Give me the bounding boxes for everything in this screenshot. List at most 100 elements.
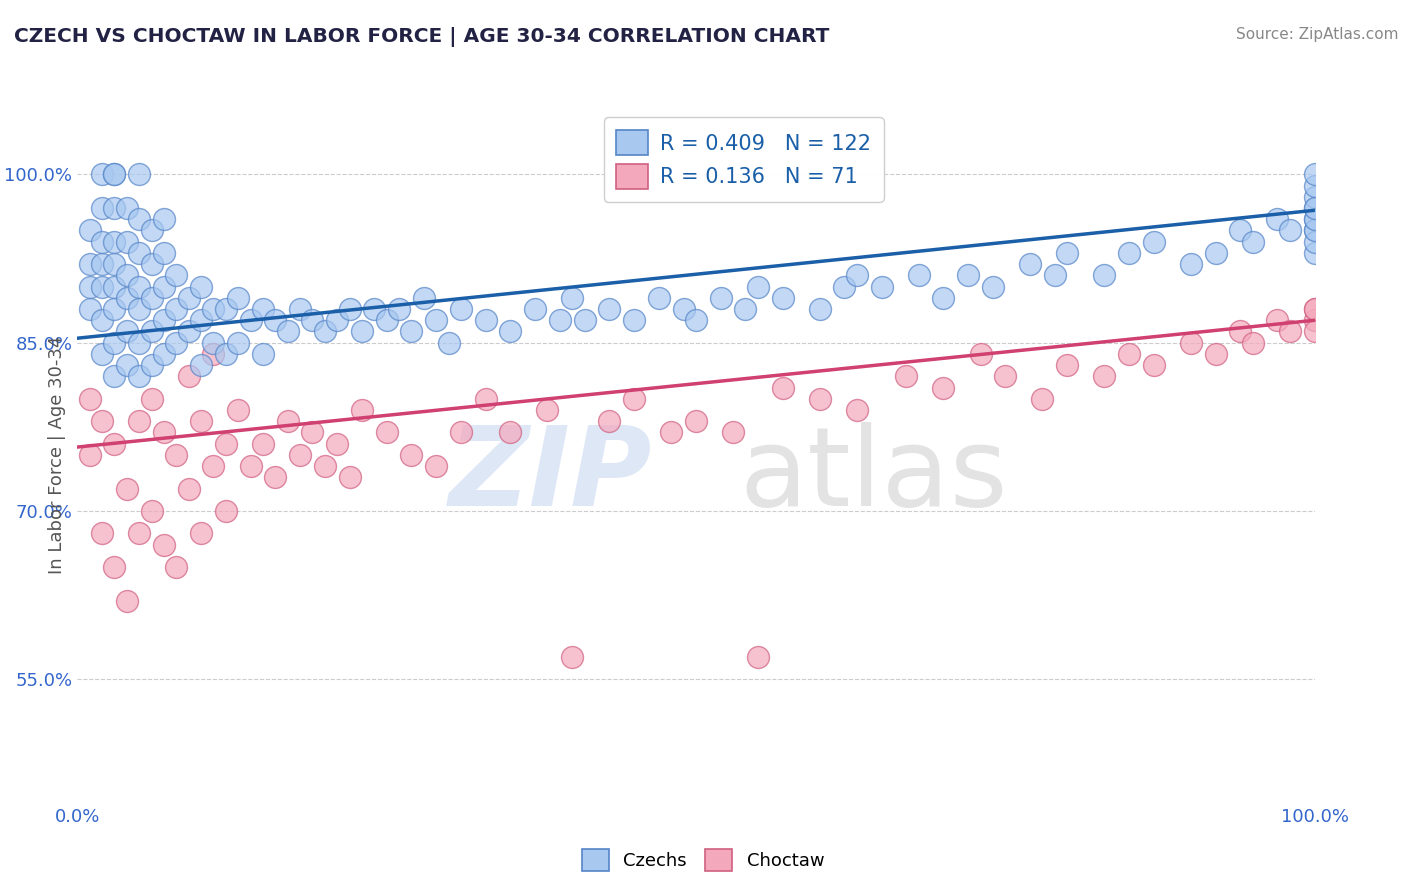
Text: CZECH VS CHOCTAW IN LABOR FORCE | AGE 30-34 CORRELATION CHART: CZECH VS CHOCTAW IN LABOR FORCE | AGE 30… <box>14 27 830 46</box>
Point <box>115 594 138 608</box>
Point <box>177 482 200 496</box>
Point <box>1303 246 1326 260</box>
Point <box>326 436 349 450</box>
Point <box>226 291 249 305</box>
Point <box>128 212 150 227</box>
Point <box>141 504 163 518</box>
Point <box>375 313 398 327</box>
Point <box>177 291 200 305</box>
Point <box>115 358 138 372</box>
Point <box>252 301 274 316</box>
Point <box>326 313 349 327</box>
Point <box>103 257 125 271</box>
Legend: Czechs, Choctaw: Czechs, Choctaw <box>575 842 831 879</box>
Point <box>288 448 311 462</box>
Text: ZIP: ZIP <box>449 422 652 529</box>
Point <box>288 301 311 316</box>
Point <box>252 436 274 450</box>
Point <box>177 369 200 384</box>
Point <box>153 212 176 227</box>
Point <box>499 425 522 440</box>
Point <box>969 347 991 361</box>
Point <box>91 313 114 327</box>
Point <box>264 470 287 484</box>
Point <box>103 279 125 293</box>
Point <box>1303 301 1326 316</box>
Point <box>252 347 274 361</box>
Point <box>375 425 398 440</box>
Point <box>165 301 187 316</box>
Point <box>932 381 955 395</box>
Point <box>1056 358 1078 372</box>
Point <box>574 313 596 327</box>
Point <box>388 301 411 316</box>
Point <box>215 301 238 316</box>
Point <box>1303 223 1326 237</box>
Point <box>202 301 225 316</box>
Point <box>79 257 101 271</box>
Point <box>834 279 856 293</box>
Point <box>128 369 150 384</box>
Point <box>350 403 373 417</box>
Point <box>165 560 187 574</box>
Point <box>115 268 138 283</box>
Point <box>301 425 323 440</box>
Point <box>747 279 769 293</box>
Point <box>91 414 114 428</box>
Point <box>79 392 101 406</box>
Point <box>91 347 114 361</box>
Point <box>734 301 756 316</box>
Point <box>710 291 733 305</box>
Point <box>239 313 262 327</box>
Point <box>79 223 101 237</box>
Point <box>870 279 893 293</box>
Point <box>1205 246 1227 260</box>
Point <box>339 470 361 484</box>
Point <box>536 403 558 417</box>
Point <box>1303 325 1326 339</box>
Point <box>845 403 868 417</box>
Point <box>1303 212 1326 227</box>
Point <box>103 436 125 450</box>
Point <box>314 325 336 339</box>
Point <box>1303 212 1326 227</box>
Point <box>1118 347 1140 361</box>
Point <box>103 335 125 350</box>
Point <box>350 325 373 339</box>
Point <box>128 167 150 181</box>
Point <box>1267 212 1289 227</box>
Point <box>202 335 225 350</box>
Point <box>363 301 385 316</box>
Point <box>747 649 769 664</box>
Point <box>264 313 287 327</box>
Point <box>1019 257 1042 271</box>
Point <box>153 347 176 361</box>
Point <box>91 526 114 541</box>
Point <box>1043 268 1066 283</box>
Point <box>981 279 1004 293</box>
Point <box>561 291 583 305</box>
Point <box>1303 223 1326 237</box>
Point <box>115 482 138 496</box>
Point <box>401 325 423 339</box>
Point <box>932 291 955 305</box>
Point <box>215 347 238 361</box>
Point <box>1241 235 1264 249</box>
Point <box>141 358 163 372</box>
Point <box>648 291 671 305</box>
Point <box>1278 325 1301 339</box>
Point <box>524 301 547 316</box>
Point <box>128 246 150 260</box>
Point <box>153 538 176 552</box>
Point <box>314 459 336 474</box>
Point <box>1278 223 1301 237</box>
Point <box>115 291 138 305</box>
Point <box>907 268 929 283</box>
Text: atlas: atlas <box>740 422 1008 529</box>
Point <box>91 279 114 293</box>
Point <box>141 291 163 305</box>
Point <box>1143 358 1166 372</box>
Point <box>141 325 163 339</box>
Point <box>437 335 460 350</box>
Point <box>1303 313 1326 327</box>
